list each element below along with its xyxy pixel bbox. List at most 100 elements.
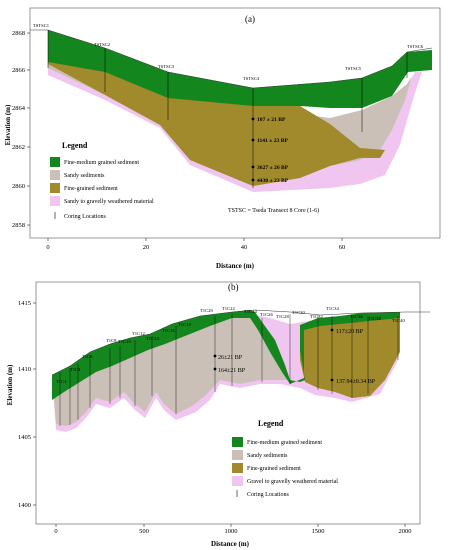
legend-swatch-fine-medium [232,437,243,447]
date-marker [213,367,217,371]
legend-item: Gravel to gravelly weathered material [247,479,338,485]
layer-fine-medium-b [52,310,400,400]
date-label: 164±21 BP [218,368,246,374]
y-tick-label: 1400 [18,502,31,509]
x-axis-a: 0 20 40 60 [46,238,345,251]
core-label: TSTSC1 [33,23,50,28]
date-marker [251,138,255,142]
date-label: 4430 ± 23 BP [257,178,289,184]
x-tick-label: 20 [143,244,150,251]
y-axis-a: 2868 2866 2864 2862 2860 2858 [12,30,30,229]
legend-item: Fine-medium grained sediment [64,160,139,166]
x-axis-label-a: Distance (m) [216,262,255,270]
legend-item: Coring Locations [247,492,289,498]
x-tick-label: 1500 [312,528,325,535]
date-label: 117±20 BP [336,329,364,335]
core-label: T1C22 [222,306,235,311]
legend-item: Sandy sediments [64,173,105,179]
core-label: TSTSC4 [243,76,260,81]
layer-fine-medium [48,30,432,108]
core-label: T1C24 [244,309,257,314]
date-marker [213,354,217,358]
x-axis-b: 0 500 1000 1500 2000 [54,524,412,535]
legend-item: Coring Locations [64,214,106,220]
core-label: TSTSC5 [345,66,362,71]
legend-title: Legend [258,419,284,428]
x-tick-label: 1000 [225,528,238,535]
legend-swatch-fine [50,183,60,193]
y-tick-label: 2860 [12,183,25,190]
legend-item: Fine-grained sediment [247,466,301,472]
ground-surface-a [30,29,433,89]
date-marker [251,178,255,182]
core-label: T1C6 [82,354,93,359]
x-tick-label: 60 [339,244,346,251]
panel-b-label: (b) [228,282,239,292]
core-label: T1C40 [392,318,405,323]
date-label: 107 ± 21 BP [257,117,286,123]
core-abbreviation-note: TSTSC = Tseda Transect 8 Core (1-6) [228,207,319,214]
ground-surface-b [51,309,430,376]
date-label: 137.94±0.34 BP [336,379,376,385]
core-label: T1C14 [146,336,159,341]
x-tick-label: 500 [139,528,149,535]
y-tick-label: 2866 [12,67,26,74]
core-label: T1C18 [178,322,191,327]
y-tick-label: 1405 [18,434,31,441]
layer-fine [48,62,385,186]
legend-item: Sandy sediments [247,453,288,459]
y-tick-label: 2862 [12,144,25,151]
x-tick-label: 0 [54,528,57,535]
core-label: T1C10 [118,339,131,344]
core-label: T1C16 [162,328,175,333]
legend-swatch-sandy [232,450,243,460]
core-label: T1C26 [260,312,273,317]
y-tick-label: 2858 [12,222,25,229]
legend-swatch-sandy [50,170,60,180]
legend-item: Fine-grained sediment [64,186,118,192]
core-label: T1C32 [310,314,323,319]
core-label: TSTSC3 [158,64,175,69]
date-marker [330,328,334,332]
date-label: 3627 ± 26 BP [257,165,289,171]
date-marker [251,165,255,169]
core-label: TSTSC2 [94,42,111,47]
panel-a-frame [29,7,441,239]
core-label: T1C38 [368,316,381,321]
layer-fine-b [300,318,400,398]
panel-a-label: (a) [245,14,255,24]
panel-a: (a) TSTSC1 TSTSC2 TSTSC3 TSTSC4 TSTSC5 T… [4,7,441,270]
core-label: T1C12 [132,331,145,336]
core-label: TSTSC6 [407,44,424,49]
y-axis-label-b: Elevation (m) [6,364,14,405]
legend-title: Legend [62,141,88,150]
x-tick-label: 2000 [399,528,412,535]
core-label: T1C30 [292,310,305,315]
x-axis-label-b: Distance (m) [211,540,250,548]
date-label: 1141 ± 23 BP [257,138,288,144]
legend-swatch-weathered [232,476,243,486]
core-label: T1C28 [276,314,289,319]
y-tick-label: 1410 [18,366,31,373]
date-marker [330,378,334,382]
panel-b-frame [35,281,421,525]
y-tick-label: 2864 [12,105,26,112]
legend-swatch-weathered [50,196,60,206]
legend-item: Fine-medium grained sediment [247,440,322,446]
y-tick-label: 2868 [12,30,25,37]
core-label: T1C8 [106,338,117,343]
core-label: T1C20 [200,308,213,313]
legend-swatch-fine-medium [50,157,60,167]
legend-swatch-fine [232,463,243,473]
layer-sandy-b [52,315,290,426]
core-label: T1C36 [350,314,363,319]
core-label: T1C34 [326,306,339,311]
legend-item: Sandy to gravelly weathered material [64,199,154,205]
y-tick-label: 1415 [18,300,31,307]
x-tick-label: 0 [46,244,49,251]
legend-a: Legend Fine-medium grained sediment Sand… [50,141,154,220]
date-label: 26±21 BP [218,355,243,361]
x-tick-label: 40 [241,244,248,251]
y-axis-label-a: Elevation (m) [4,104,12,145]
